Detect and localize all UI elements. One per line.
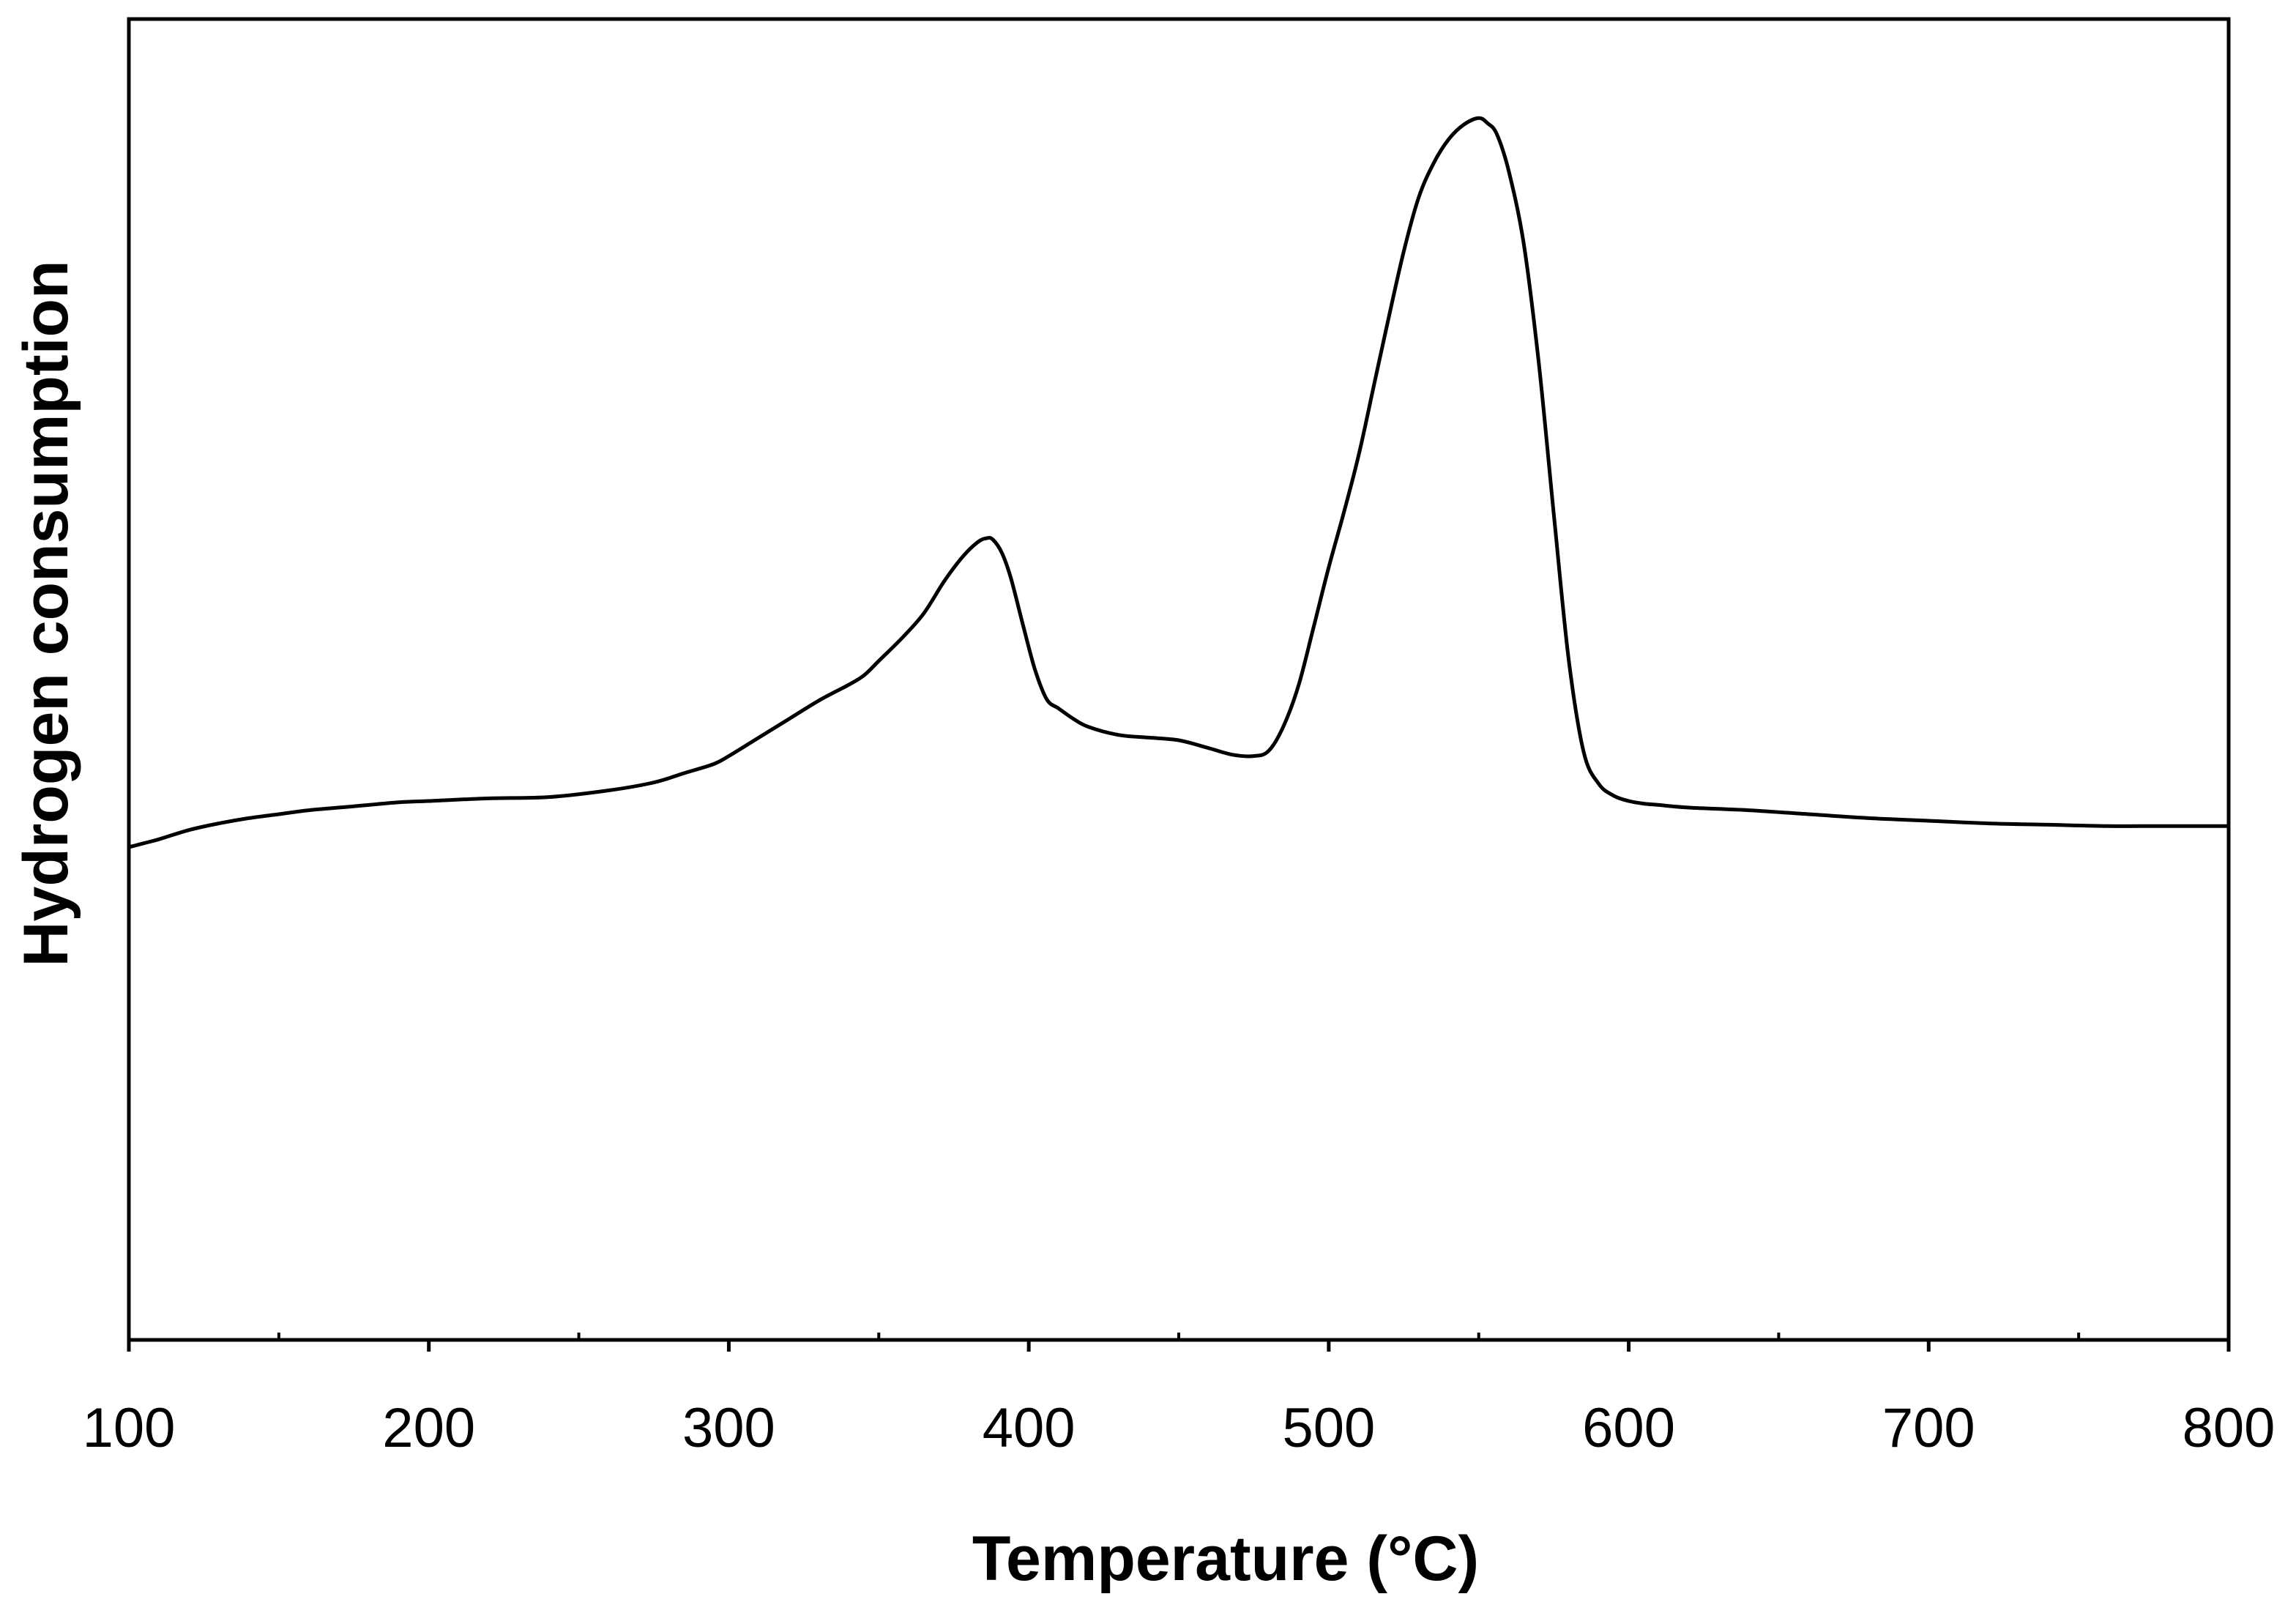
- x-minor-ticks: [277, 1333, 2081, 1340]
- y-axis-title: Hydrogen consumption: [11, 260, 81, 966]
- x-tick-label: 100: [83, 1397, 176, 1459]
- x-tick-label: 200: [382, 1397, 475, 1459]
- plot-frame: [127, 17, 2231, 1342]
- x-tick-label: 800: [2183, 1397, 2276, 1459]
- x-tick-label: 700: [1882, 1397, 1975, 1459]
- x-tick-label: 400: [983, 1397, 1076, 1459]
- x-tick-label: 500: [1282, 1397, 1375, 1459]
- hydrogen-consumption-line: [127, 116, 2231, 849]
- x-tick-label: 300: [682, 1397, 775, 1459]
- x-tick-labels: 100 200 300 400 500 600 700 800: [83, 1397, 2276, 1459]
- x-axis-title: Temperature (°C): [972, 1524, 1479, 1594]
- x-tick-label: 600: [1582, 1397, 1675, 1459]
- x-major-ticks: [127, 1340, 2231, 1352]
